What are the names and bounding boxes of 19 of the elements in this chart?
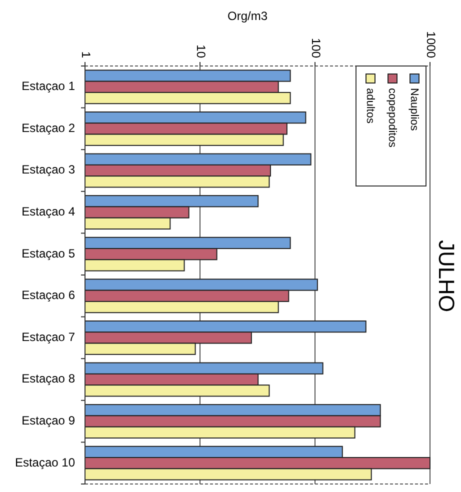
y-tick-label: Estaçao 6 [22,288,76,302]
x-tick-label: 1 [78,51,93,58]
legend-label: Nauplios [408,88,420,132]
legend-label: copepoditos [386,88,398,148]
text: JULHO [434,240,459,312]
y-tick-label: Estaçao 10 [14,455,76,470]
y-tick-label: Estaçao 1 [22,79,76,94]
y-tick-label: Estaçao 4 [22,204,76,218]
y-tick-label: Estaçao 7 [22,330,76,344]
y-tick-label: Estaçao 3 [22,162,76,177]
y-tick-label: Estaçao 2 [22,120,76,135]
y-tick-label: Estaçao 8 [22,372,76,386]
x-tick-label: 100 [308,38,323,58]
x-axis-title: Org/m3 [227,9,268,23]
legend-label: adultos [364,88,376,124]
x-tick-label: 10 [194,44,208,58]
y-tick-label: Estaçao 9 [22,413,76,428]
x-tick-label: 1000 [424,31,438,58]
y-tick-label: Estaçao 5 [22,246,76,260]
